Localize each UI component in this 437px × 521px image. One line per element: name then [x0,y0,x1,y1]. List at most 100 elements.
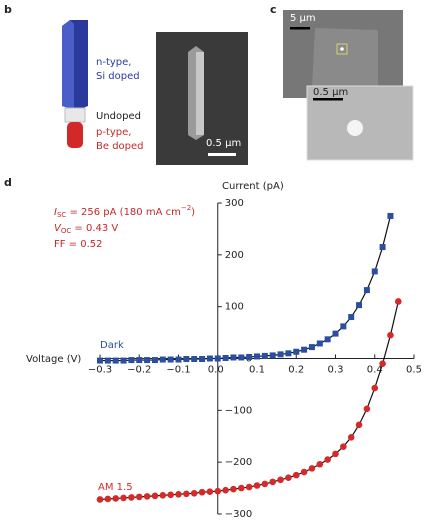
data-point [293,349,299,355]
data-point [356,302,362,308]
data-point [223,355,229,361]
x-tick-label: −0.2 [127,365,151,376]
data-point [144,493,151,500]
data-point [332,451,339,458]
data-point [207,488,214,495]
data-point [207,356,213,362]
data-point [340,443,347,450]
data-point [309,465,316,472]
data-point [364,287,370,293]
data-point [121,358,127,364]
series-label: AM 1.5 [98,482,133,493]
y-tick-label: 300 [225,198,244,209]
data-point [238,354,244,360]
data-point [301,469,308,476]
data-point [199,489,206,496]
n-label: Si doped [96,71,140,82]
undoped-label: Undoped [96,111,141,122]
data-point [387,213,393,219]
data-point [254,482,261,489]
data-point [230,354,236,360]
data-point [395,298,402,305]
annotation: VOC = 0.43 V [54,223,118,235]
data-point [191,356,197,362]
data-point [324,456,331,463]
data-point [371,385,378,392]
data-point [191,490,198,497]
x-tick-label: 0.3 [328,365,344,376]
data-point [168,357,174,363]
annotation: FF = 0.52 [54,239,103,250]
data-point [222,487,229,494]
data-point [317,461,324,468]
data-point [246,484,253,491]
data-point [356,422,363,429]
scale-bar-label: 0.5 μm [313,87,348,98]
data-point [333,331,339,337]
data-point [160,357,166,363]
data-point [246,354,252,360]
annotation-subscript: SC [57,211,66,219]
data-point [277,476,284,483]
x-tick-label: −0.1 [166,365,190,376]
y-axis-label: Current (pA) [222,181,284,192]
data-point [136,357,142,363]
data-point [254,353,260,359]
data-point [128,357,134,363]
p-label: p-type, [96,127,131,138]
data-point [167,492,174,499]
panel-label: b [4,3,12,16]
data-point [285,474,292,481]
data-point [293,472,300,479]
annotation-subscript: OC [61,227,72,235]
data-point [380,244,386,250]
data-point [97,496,104,503]
scale-bar-label: 0.5 μm [206,138,241,149]
y-tick-label: −100 [225,405,252,416]
y-tick-label: −300 [225,509,252,520]
annotation-text: ) [191,207,195,218]
x-tick-label: 0.1 [249,365,265,376]
annotation: ISC = 256 pA (180 mA cm−2) [54,204,195,219]
data-point [325,336,331,342]
data-point [340,323,346,329]
data-point [120,495,127,502]
data-point [317,340,323,346]
data-point [270,352,276,358]
fit-line [100,301,398,499]
x-tick-label: 0.0 [208,365,224,376]
data-point [113,358,119,364]
x-tick-label: −0.3 [88,365,112,376]
annotation-superscript: −2 [181,204,191,212]
data-point [105,496,112,503]
data-point [387,332,394,339]
nanowire-illustration [62,20,88,148]
data-point [97,358,103,364]
data-point [215,356,221,362]
x-axis-label: Voltage (V) [26,354,81,365]
data-point [348,434,355,441]
data-point [348,314,354,320]
fit-line [100,216,390,361]
data-point [183,356,189,362]
x-tick-label: 0.2 [288,365,304,376]
data-point [285,350,291,356]
data-point [176,357,182,363]
y-tick-label: 100 [225,302,244,313]
data-point [175,491,182,498]
data-point [128,494,135,501]
panel-label: c [270,3,277,16]
data-point [199,356,205,362]
data-point [144,357,150,363]
annotation-text: = 0.43 V [71,223,118,234]
annotation-text: = 256 pA (180 mA cm [66,207,181,218]
data-point [278,351,284,357]
data-point [309,344,315,350]
data-point [364,405,371,412]
data-point [230,486,237,493]
x-tick-label: 0.5 [406,365,422,376]
y-tick-label: 200 [225,250,244,261]
data-point [269,479,276,486]
data-point [301,347,307,353]
n-label: n-type, [96,57,131,68]
